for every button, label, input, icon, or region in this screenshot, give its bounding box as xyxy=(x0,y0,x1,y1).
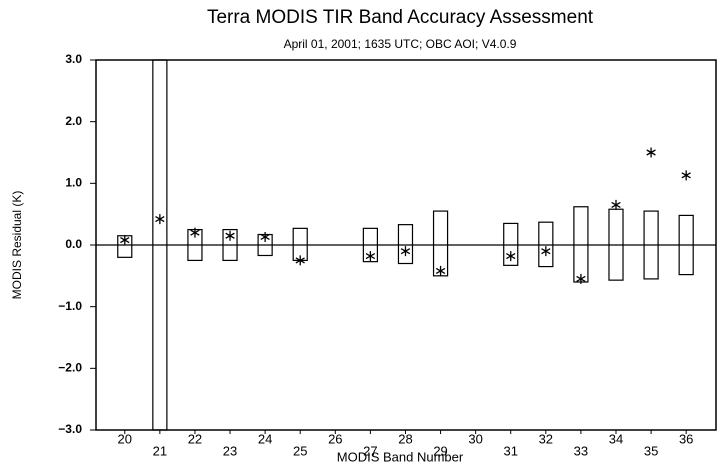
residual-marker xyxy=(646,147,656,158)
x-tick-label: 29 xyxy=(433,443,447,458)
residual-marker xyxy=(225,230,235,241)
x-axis-label: MODIS Band Number xyxy=(337,449,464,464)
spec-range-box xyxy=(678,214,694,276)
y-tick-label: −1.0 xyxy=(58,299,82,313)
y-tick-label: 1.0 xyxy=(65,176,82,190)
residual-marker xyxy=(506,251,516,262)
x-tick-label: 27 xyxy=(363,443,377,458)
residual-marker xyxy=(120,235,130,246)
residual-marker xyxy=(295,255,305,266)
spec-range-box xyxy=(538,221,554,268)
x-tick-label: 24 xyxy=(258,431,272,446)
y-tick-label: 2.0 xyxy=(65,114,82,128)
residual-marker xyxy=(190,227,200,238)
residual-marker xyxy=(681,170,691,181)
spec-range-box xyxy=(362,227,379,263)
x-tick-label: 28 xyxy=(398,431,412,446)
x-tick-label: 36 xyxy=(679,431,693,446)
residual-marker xyxy=(611,199,621,210)
x-tick-label: 32 xyxy=(539,431,553,446)
x-tick-label: 20 xyxy=(118,431,132,446)
residual-marker xyxy=(400,246,411,257)
x-tick-label: 34 xyxy=(609,431,623,446)
spec-range-box xyxy=(643,210,659,280)
chart-subtitle: April 01, 2001; 1635 UTC; OBC AOI; V4.0.… xyxy=(284,37,517,51)
x-tick-label: 22 xyxy=(188,431,202,446)
x-tick-label: 26 xyxy=(328,431,342,446)
spec-range-box xyxy=(573,206,589,283)
residual-marker xyxy=(260,231,270,242)
y-tick-label: 3.0 xyxy=(65,52,82,66)
residual-marker xyxy=(435,265,446,276)
x-tick-label: 23 xyxy=(223,443,237,458)
residual-marker xyxy=(576,273,586,284)
x-tick-label: 21 xyxy=(153,443,167,458)
x-tick-label: 25 xyxy=(293,443,307,458)
spec-range-box xyxy=(152,59,168,431)
y-tick-label: 0.0 xyxy=(65,237,82,251)
x-tick-label: 35 xyxy=(644,443,658,458)
spec-range-box xyxy=(503,222,519,266)
residual-marker xyxy=(541,246,551,257)
y-tick-label: −2.0 xyxy=(58,361,82,375)
y-axis-label: MODIS Residual (K) xyxy=(10,191,24,300)
residual-marker xyxy=(155,214,165,225)
spec-range-box xyxy=(222,228,238,262)
residual-marker xyxy=(365,251,376,262)
y-tick-label: −3.0 xyxy=(58,422,82,436)
spec-range-box xyxy=(397,224,414,265)
x-tick-label: 30 xyxy=(468,431,482,446)
chart-title: Terra MODIS TIR Band Accuracy Assessment xyxy=(207,7,594,28)
x-tick-label: 31 xyxy=(504,443,518,458)
x-tick-label: 33 xyxy=(574,443,588,458)
